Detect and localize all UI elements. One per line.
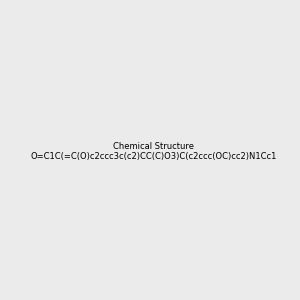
Text: Chemical Structure
O=C1C(=C(O)c2ccc3c(c2)CC(C)O3)C(c2ccc(OC)cc2)N1Cc1: Chemical Structure O=C1C(=C(O)c2ccc3c(c2… — [31, 142, 277, 161]
